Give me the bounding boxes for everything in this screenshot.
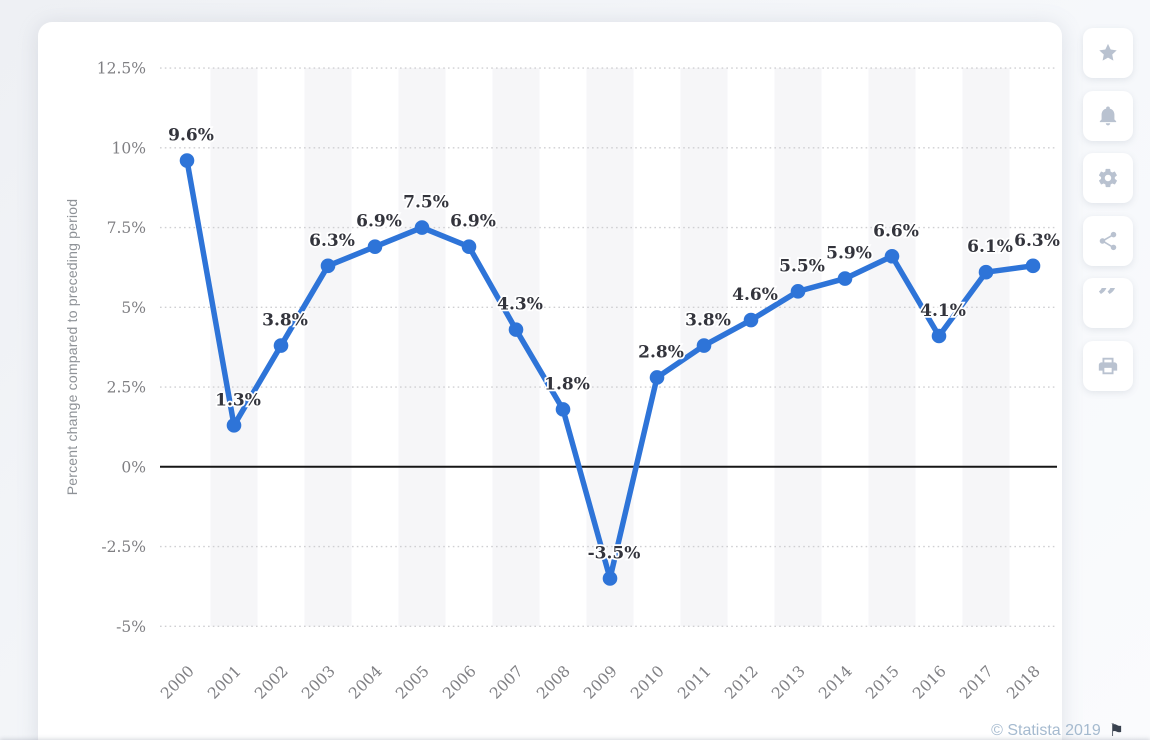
data-label: 6.1%	[967, 237, 1013, 257]
data-point	[1025, 258, 1041, 274]
data-point	[414, 220, 430, 235]
data-point	[179, 153, 195, 168]
data-label: 6.9%	[450, 212, 496, 232]
plot-band	[962, 68, 1010, 627]
x-tick-label: 2009	[580, 662, 621, 703]
x-tick-label: 2010	[627, 662, 668, 703]
print-icon	[1097, 355, 1119, 377]
data-point	[367, 239, 383, 254]
data-label: -3.5%	[588, 543, 641, 563]
data-label: 6.3%	[1014, 231, 1060, 251]
quote-icon: ”	[1097, 288, 1119, 318]
y-tick-label: 5%	[121, 299, 146, 317]
settings-button[interactable]	[1083, 153, 1133, 203]
data-point	[226, 418, 242, 433]
plot-band	[586, 68, 634, 627]
cite-button[interactable]: ”	[1083, 278, 1133, 328]
notifications-button[interactable]	[1083, 90, 1133, 141]
data-point	[837, 271, 853, 286]
plot-band	[398, 68, 446, 627]
y-tick-label: 12.5%	[97, 60, 146, 78]
data-point	[931, 328, 947, 344]
data-label: 9.6%	[168, 126, 214, 146]
data-label: 6.3%	[309, 231, 355, 251]
bell-icon	[1097, 105, 1119, 127]
bottom-bar	[0, 740, 1150, 753]
data-label: 6.6%	[873, 221, 919, 241]
flag-icon: ⚑	[1108, 721, 1124, 741]
x-tick-label: 2003	[298, 662, 339, 703]
x-tick-label: 2008	[533, 662, 574, 703]
x-tick-label: 2004	[345, 662, 386, 703]
print-button[interactable]	[1083, 340, 1133, 391]
data-label: 5.9%	[826, 244, 872, 264]
data-label: 1.8%	[544, 374, 590, 394]
data-point	[884, 248, 900, 264]
data-point	[978, 264, 994, 280]
x-tick-label: 2015	[862, 662, 903, 703]
copyright-text: © Statista 2019	[991, 722, 1101, 739]
plot-band	[492, 68, 540, 627]
y-tick-label: 2.5%	[107, 379, 146, 397]
data-point	[320, 258, 336, 274]
copyright: © Statista 2019 ⚑	[991, 721, 1124, 741]
data-point	[602, 571, 618, 586]
x-tick-label: 2002	[251, 662, 292, 703]
data-label: 5.5%	[779, 256, 825, 276]
plot-band	[774, 68, 822, 627]
data-label: 3.8%	[262, 311, 308, 331]
x-tick-label: 2001	[204, 662, 245, 703]
data-point	[649, 370, 665, 385]
y-tick-label: 0%	[121, 458, 146, 476]
share-button[interactable]	[1083, 215, 1133, 266]
x-tick-label: 2006	[439, 662, 480, 703]
data-label: 4.3%	[497, 295, 543, 315]
y-tick-label: -5%	[116, 618, 146, 636]
data-point	[555, 402, 571, 417]
plot-band	[304, 68, 352, 627]
data-point	[743, 312, 759, 328]
data-point	[273, 338, 289, 353]
x-tick-label: 2005	[392, 662, 433, 703]
x-tick-label: 2016	[909, 662, 950, 703]
x-tick-label: 2013	[768, 662, 809, 703]
side-toolbar: ”	[1083, 28, 1133, 403]
x-tick-label: 2011	[674, 662, 715, 703]
favorite-button[interactable]	[1083, 28, 1133, 78]
data-label: 3.8%	[685, 311, 731, 331]
data-label: 4.6%	[732, 285, 778, 305]
data-label: 6.9%	[356, 212, 402, 232]
star-icon	[1097, 42, 1119, 64]
x-tick-label: 2007	[486, 662, 527, 703]
chart-svg: 12.5% 10% 7.5% 5% 2.5% 0% -2.5% -5% 2000 2001 2002…	[97, 60, 1062, 703]
y-tick-label: -2.5%	[101, 538, 146, 556]
y-tick-label: 10%	[112, 139, 146, 157]
x-tick-label: 2014	[815, 662, 856, 703]
x-tick-label: 2000	[157, 662, 198, 703]
data-point	[696, 338, 712, 353]
data-point	[461, 239, 477, 254]
data-point	[508, 322, 524, 337]
y-tick-label: 7.5%	[107, 219, 146, 237]
data-point	[790, 284, 806, 299]
x-tick-label: 2017	[956, 662, 997, 703]
data-label: 7.5%	[403, 193, 449, 213]
data-label: 1.3%	[215, 390, 261, 410]
plot-band	[868, 68, 916, 627]
gear-icon	[1097, 167, 1119, 189]
share-icon	[1097, 230, 1119, 252]
x-tick-label: 2012	[721, 662, 762, 703]
data-label: 4.1%	[920, 301, 966, 321]
data-label: 2.8%	[638, 342, 684, 362]
x-tick-label: 2018	[1003, 662, 1044, 703]
chart-card: Percent change compared to preceding per…	[38, 22, 1062, 753]
